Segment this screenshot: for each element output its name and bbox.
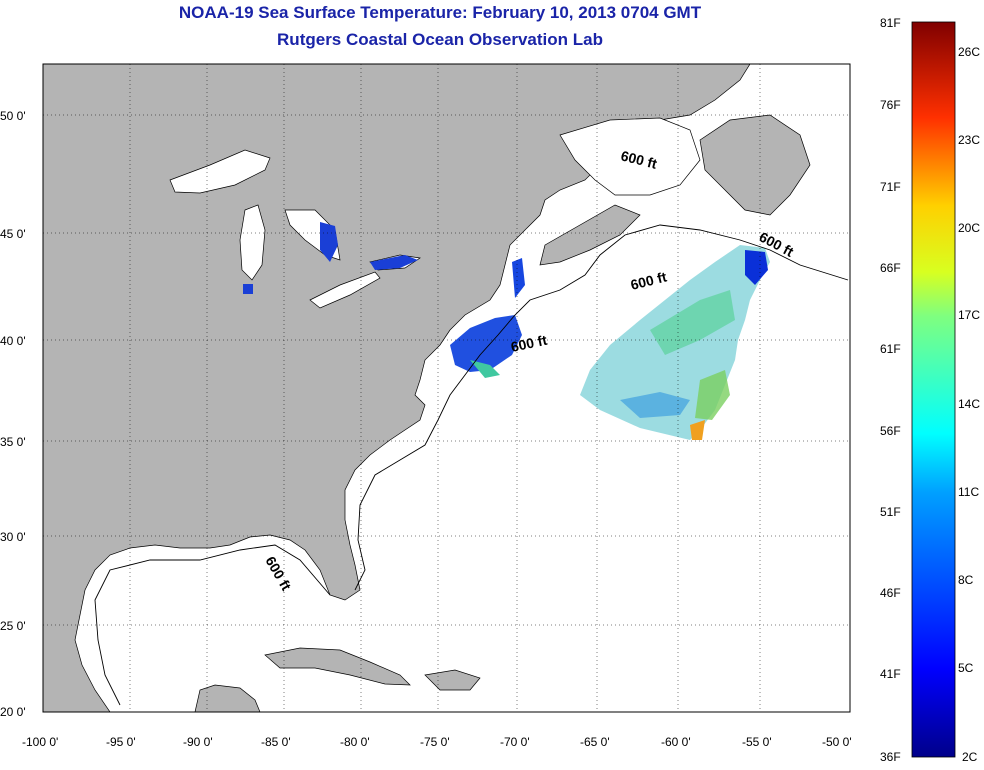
- lat-label: 25 0': [0, 619, 26, 633]
- gulf-st-lawrence: [559, 117, 701, 196]
- lon-label: -70 0': [500, 735, 530, 749]
- contour-label: 600 ft: [509, 332, 548, 355]
- colorbar-c-label: 17C: [958, 308, 980, 322]
- north-america-land: [43, 64, 751, 712]
- lon-label: -95 0': [106, 735, 136, 749]
- nova-scotia-land: [539, 204, 641, 266]
- yucatan-land: [194, 684, 261, 712]
- lon-label: -55 0': [742, 735, 772, 749]
- depth-contour-600ft: [94, 224, 849, 706]
- longitude-labels: -100 0' -95 0' -90 0' -85 0' -80 0' -75 …: [22, 735, 852, 749]
- lon-label: -90 0': [183, 735, 213, 749]
- colorbar-c-label: 14C: [958, 397, 980, 411]
- lake-erie: [309, 271, 381, 309]
- lat-label: 50 0': [0, 109, 26, 123]
- colorbar-f-label: 66F: [880, 261, 901, 275]
- colorbar-f-label: 46F: [880, 586, 901, 600]
- lon-label: -85 0': [261, 735, 291, 749]
- lon-label: -60 0': [661, 735, 691, 749]
- colorbar-f-label: 71F: [880, 180, 901, 194]
- map-subtitle: Rutgers Coastal Ocean Observation Lab: [277, 30, 603, 49]
- colorbar-f-label: 56F: [880, 424, 901, 438]
- colorbar: [911, 21, 956, 758]
- lake-michigan: [239, 204, 266, 281]
- lat-label: 40 0': [0, 334, 26, 348]
- colorbar-c-label: 23C: [958, 133, 980, 147]
- map-title: NOAA-19 Sea Surface Temperature: Februar…: [178, 3, 702, 22]
- lon-label: -75 0': [420, 735, 450, 749]
- colorbar-f-label: 76F: [880, 98, 901, 112]
- lat-label: 20 0': [0, 705, 26, 719]
- lat-label: 45 0': [0, 227, 26, 241]
- lon-label: -100 0': [22, 735, 58, 749]
- colorbar-f-label: 61F: [880, 342, 901, 356]
- lake-superior: [169, 149, 271, 194]
- colorbar-f-label: 51F: [880, 505, 901, 519]
- colorbar-c-label: 11C: [958, 485, 979, 499]
- colorbar-c-label: 26C: [958, 45, 980, 59]
- lon-label: -50 0': [822, 735, 852, 749]
- latitude-labels: 50 0' 45 0' 40 0' 35 0' 30 0' 25 0' 20 0…: [0, 109, 26, 719]
- colorbar-c-label: 5C: [958, 661, 974, 675]
- cuba-land: [264, 647, 411, 686]
- colorbar-f-label: 36F: [880, 750, 901, 764]
- hispaniola-land: [424, 669, 481, 691]
- sst-data-layer: [243, 222, 770, 440]
- colorbar-f-labels: 81F 76F 71F 66F 61F 56F 51F 46F 41F 36F: [880, 16, 901, 764]
- colorbar-c-label: 20C: [958, 221, 980, 235]
- lon-label: -80 0': [340, 735, 370, 749]
- grid-lines: [43, 64, 850, 712]
- colorbar-c-label: 2C: [962, 750, 978, 764]
- newfoundland-land: [699, 114, 811, 216]
- map-frame: [42, 63, 851, 713]
- colorbar-f-label: 81F: [880, 16, 901, 30]
- colorbar-c-labels: 26C 23C 20C 17C 14C 11C 8C 5C 2C: [958, 45, 980, 764]
- colorbar-f-label: 41F: [880, 667, 901, 681]
- lat-label: 35 0': [0, 435, 26, 449]
- lat-label: 30 0': [0, 530, 26, 544]
- colorbar-c-label: 8C: [958, 573, 974, 587]
- lon-label: -65 0': [580, 735, 610, 749]
